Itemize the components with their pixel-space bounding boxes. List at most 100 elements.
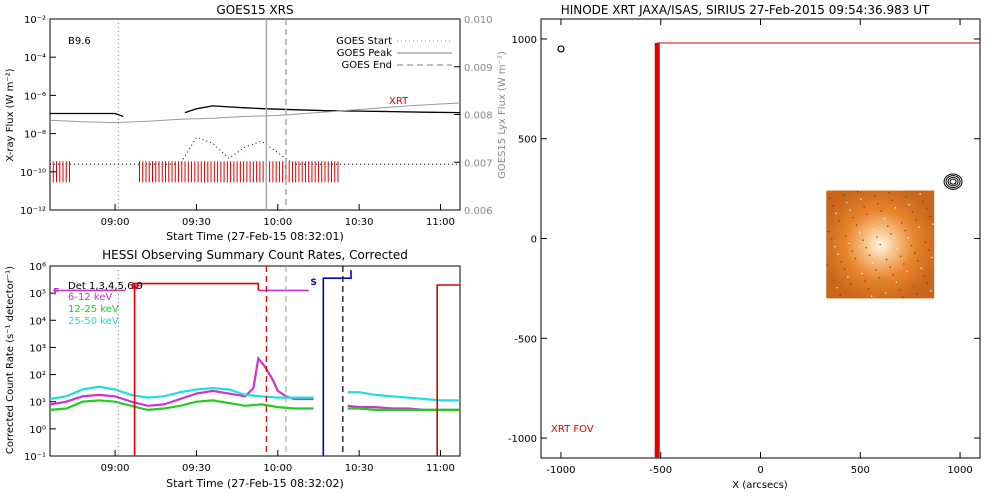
xrt-image-speckle (918, 226, 920, 228)
xrt-image-speckle (913, 252, 916, 254)
xrt-image-speckle (830, 238, 833, 240)
goes-ytick-label: 10⁻⁴ (24, 53, 46, 64)
xrt-image-speckle (862, 239, 864, 241)
hessi-xtick-label: 09:30 (182, 463, 211, 474)
xrt-image-speckle (840, 260, 843, 263)
goes-xtick-label: 10:00 (263, 217, 292, 228)
xrt-image-speckle (920, 267, 922, 270)
xrt-image-speckle (911, 211, 914, 213)
xrt-image-speckle (896, 248, 899, 250)
goes-ytick-label: 10⁻⁸ (24, 130, 46, 141)
goes-y-label: X-ray Flux (W m⁻²) (5, 68, 16, 161)
legend-goes-peak: GOES Peak (337, 48, 392, 59)
hessi-y-label: Corrected Count Rate (s⁻¹ detector⁻¹) (5, 266, 16, 454)
xrt-image-speckle (833, 279, 835, 281)
hessi-legend: Det 1,3,4,5,6,9 6-12 keV 12-25 keV 25-50… (68, 281, 143, 327)
xrt-image-speckle (899, 255, 902, 258)
xrt-image-speckle (892, 273, 894, 276)
xrt-image-speckle (838, 220, 841, 222)
xrt-image-speckle (856, 190, 859, 193)
xrt-image-speckle (835, 212, 837, 214)
hessi-flag-3 (322, 270, 352, 456)
xrt-image-speckle (922, 200, 925, 203)
hessi-series-0 (49, 355, 314, 407)
xrt-image-speckle (849, 209, 851, 211)
hessi-flag-label-0: F (53, 287, 59, 297)
xrt-image-speckle (880, 210, 883, 212)
xrt-image-speckle (868, 254, 871, 257)
goes-plot-frame (49, 18, 461, 211)
xrt-image-speckle (847, 276, 849, 278)
hessi-title: HESSI Observing Summary Count Rates, Cor… (102, 248, 408, 262)
xrt-image-speckle (864, 280, 866, 282)
xrt-image-speckle (887, 225, 889, 227)
xrt-image-speckle (912, 285, 915, 288)
legend-25-50: 25-50 keV (68, 316, 119, 327)
hessi-x-label: Start Time (27-Feb-15 08:32:02) (166, 477, 344, 490)
xrt-image-speckle (844, 235, 847, 237)
goes-series-short-3 (50, 136, 460, 165)
xrt-image-speckle (891, 199, 893, 202)
xrt-image-speckle (863, 206, 865, 208)
xrt-image-speckle (883, 217, 886, 220)
goes-y2tick-label: 0.006 (464, 206, 493, 217)
xrt-image-speckle (895, 281, 898, 284)
xrt-image-speckle (834, 245, 836, 248)
xrt-image-speckle (861, 272, 863, 275)
xrt-image-speckle (873, 228, 875, 231)
legend-det: Det 1,3,4,5,6,9 (68, 281, 143, 292)
xrt-map-panel: HINODE XRT JAXA/ISAS, SIRIUS 27-Feb-2015… (508, 3, 981, 491)
hessi-xtick-label: 10:00 (263, 463, 292, 474)
xrt-image-speckle (877, 202, 879, 205)
xrt-image-speckle (906, 270, 908, 273)
xrt-image-speckle (885, 258, 888, 261)
xrt-image-speckle (905, 196, 907, 198)
goes-y2tick-label: 0.010 (464, 15, 493, 26)
xrt-image-speckle (925, 208, 928, 210)
xrt-image-speckle (842, 194, 845, 196)
xrt-image-speckle (923, 274, 926, 277)
map-ytick-label: 0 (531, 235, 537, 246)
map-xtick-label: 1000 (947, 465, 972, 476)
goes-xtick-label: 11:00 (426, 217, 455, 228)
goes-y2tick-label: 0.007 (464, 158, 493, 169)
goes-legend: GOES Start GOES Peak GOES End (336, 36, 452, 71)
map-ytick-label: -500 (514, 334, 537, 345)
hessi-series-2 (49, 385, 314, 401)
fov-left-edge (654, 42, 660, 458)
map-x-label: X (arcsecs) (732, 480, 788, 491)
xrt-image-speckle (874, 195, 876, 197)
goes-y2-label: GOES15 Lyx Flux (W m⁻²) (497, 51, 508, 179)
xrt-image-speckle (907, 237, 909, 239)
xrt-image-speckle (889, 266, 891, 268)
xrt-image-speckle (852, 216, 855, 219)
xrt-image-speckle (926, 282, 929, 285)
hessi-series-1 (49, 399, 314, 412)
legend-goes-start: GOES Start (336, 36, 392, 47)
map-ytick-label: 1000 (512, 35, 537, 46)
map-ytick-label: -1000 (508, 434, 537, 445)
hessi-xtick-label: 09:00 (101, 463, 130, 474)
hessi-xtick-label: 11:00 (426, 463, 455, 474)
hessi-ytick-label: 10³ (29, 343, 46, 354)
goes-y2tick-label: 0.008 (464, 111, 493, 122)
small-circle-marker (557, 45, 565, 53)
xrt-image-speckle (850, 283, 852, 286)
hessi-series-5 (347, 391, 460, 402)
xrt-image-speckle (828, 197, 831, 199)
xrt-image-speckle (855, 224, 858, 226)
legend-12-25: 12-25 keV (68, 304, 119, 315)
xrt-image-speckle (839, 294, 842, 296)
goes-series-long-1 (184, 105, 461, 114)
goes-series-lyx-2 (49, 102, 461, 124)
xrt-image-speckle (826, 264, 829, 266)
xrt-image-speckle (851, 250, 853, 252)
hessi-flag-label-2: S (310, 278, 316, 288)
hessi-flag-0 (133, 282, 260, 456)
xrt-image-speckle (848, 242, 850, 245)
goes-y2tick-label: 0.009 (464, 63, 493, 74)
goes-xtick-label: 10:30 (345, 217, 374, 228)
xrt-image-speckle (878, 277, 880, 279)
hessi-xtick-label: 10:30 (345, 463, 374, 474)
xrt-image-speckle (867, 287, 870, 290)
